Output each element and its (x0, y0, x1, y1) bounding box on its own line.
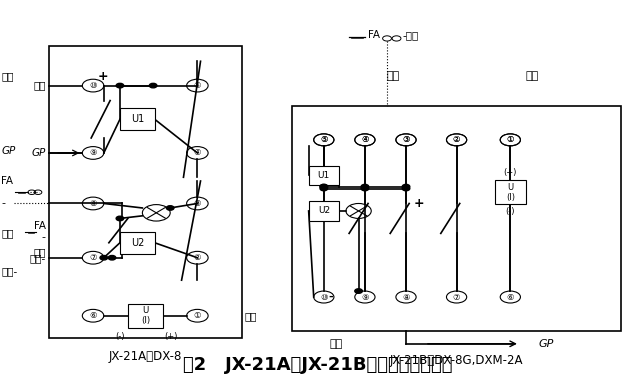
Circle shape (166, 206, 174, 210)
Text: U1: U1 (318, 171, 330, 180)
Text: ⑨: ⑨ (90, 149, 97, 158)
Text: ⑩: ⑩ (320, 293, 328, 302)
Text: ⑨: ⑨ (361, 293, 369, 302)
Text: (-): (-) (116, 332, 125, 341)
FancyBboxPatch shape (120, 108, 155, 130)
FancyBboxPatch shape (309, 166, 339, 185)
Text: 电源-: 电源- (29, 253, 46, 263)
Text: 启动: 启动 (245, 311, 257, 321)
Text: +: + (413, 197, 424, 210)
Text: ②: ② (194, 253, 201, 262)
Text: ⑤: ⑤ (320, 135, 328, 144)
Circle shape (320, 186, 328, 191)
Text: -复归: -复归 (403, 30, 419, 40)
Circle shape (100, 256, 107, 260)
Text: 电源: 电源 (1, 71, 14, 81)
Text: ⑩: ⑩ (90, 81, 97, 90)
Text: U
(I): U (I) (506, 182, 515, 202)
Text: U1: U1 (131, 114, 144, 124)
Text: (+): (+) (504, 168, 517, 177)
Text: GP: GP (538, 339, 554, 349)
Text: ⑤: ⑤ (320, 135, 328, 144)
Text: U
(I): U (I) (141, 306, 150, 325)
Circle shape (402, 184, 410, 189)
Text: ⑧: ⑧ (402, 293, 410, 302)
Circle shape (361, 184, 369, 189)
Circle shape (116, 216, 124, 221)
Text: 电源: 电源 (330, 339, 343, 349)
FancyBboxPatch shape (120, 231, 155, 254)
Text: -: - (328, 292, 333, 302)
Text: ④: ④ (194, 149, 201, 158)
Text: GP: GP (1, 146, 16, 156)
Circle shape (149, 83, 157, 88)
Circle shape (355, 289, 363, 293)
Text: ④: ④ (361, 135, 369, 144)
Text: ③: ③ (402, 135, 410, 144)
Text: ①: ① (194, 311, 201, 320)
Circle shape (402, 186, 410, 191)
Text: FA: FA (1, 176, 13, 186)
Text: ③: ③ (402, 135, 410, 144)
Text: 电源-: 电源- (1, 266, 18, 276)
Text: (-): (-) (505, 207, 515, 216)
Circle shape (361, 186, 369, 191)
Text: ③: ③ (194, 199, 201, 208)
Text: U2: U2 (318, 207, 330, 215)
Text: 电源: 电源 (33, 81, 46, 90)
Text: +: + (97, 70, 108, 83)
Text: JX-21A代DX-8: JX-21A代DX-8 (109, 350, 182, 363)
Text: ⑧: ⑧ (90, 199, 97, 208)
Text: GP: GP (31, 148, 46, 158)
Text: ⑦: ⑦ (90, 253, 97, 262)
Text: U2: U2 (131, 238, 144, 248)
Text: FA: FA (368, 30, 380, 40)
Text: ④: ④ (361, 135, 369, 144)
Text: ⑥: ⑥ (507, 293, 514, 302)
Text: -: - (42, 232, 46, 242)
FancyBboxPatch shape (128, 303, 163, 328)
Text: 电源: 电源 (387, 71, 400, 81)
Text: ②: ② (453, 135, 460, 144)
Text: JX-21B代DX-8G,DXM-2A: JX-21B代DX-8G,DXM-2A (390, 354, 523, 367)
FancyBboxPatch shape (495, 180, 526, 204)
Text: FA: FA (34, 221, 46, 231)
Text: ⑥: ⑥ (90, 311, 97, 320)
Text: ①: ① (507, 135, 514, 144)
FancyBboxPatch shape (309, 201, 339, 221)
Bar (292, 106, 621, 331)
Text: 复归: 复归 (33, 247, 46, 257)
Circle shape (116, 83, 124, 88)
Text: 启动: 启动 (526, 71, 539, 81)
Circle shape (320, 184, 328, 189)
Circle shape (108, 256, 116, 260)
Text: ②: ② (453, 135, 460, 144)
Bar (49, 46, 242, 338)
Text: ⑦: ⑦ (453, 293, 460, 302)
Text: ⑤: ⑤ (194, 81, 201, 90)
Text: (+): (+) (164, 332, 178, 341)
Text: 图2   JX-21A、JX-21B接线图（正视图）: 图2 JX-21A、JX-21B接线图（正视图） (183, 356, 452, 374)
Circle shape (320, 184, 328, 189)
Text: ①: ① (507, 135, 514, 144)
Text: -: - (1, 198, 5, 208)
Text: 复归: 复归 (1, 228, 14, 238)
